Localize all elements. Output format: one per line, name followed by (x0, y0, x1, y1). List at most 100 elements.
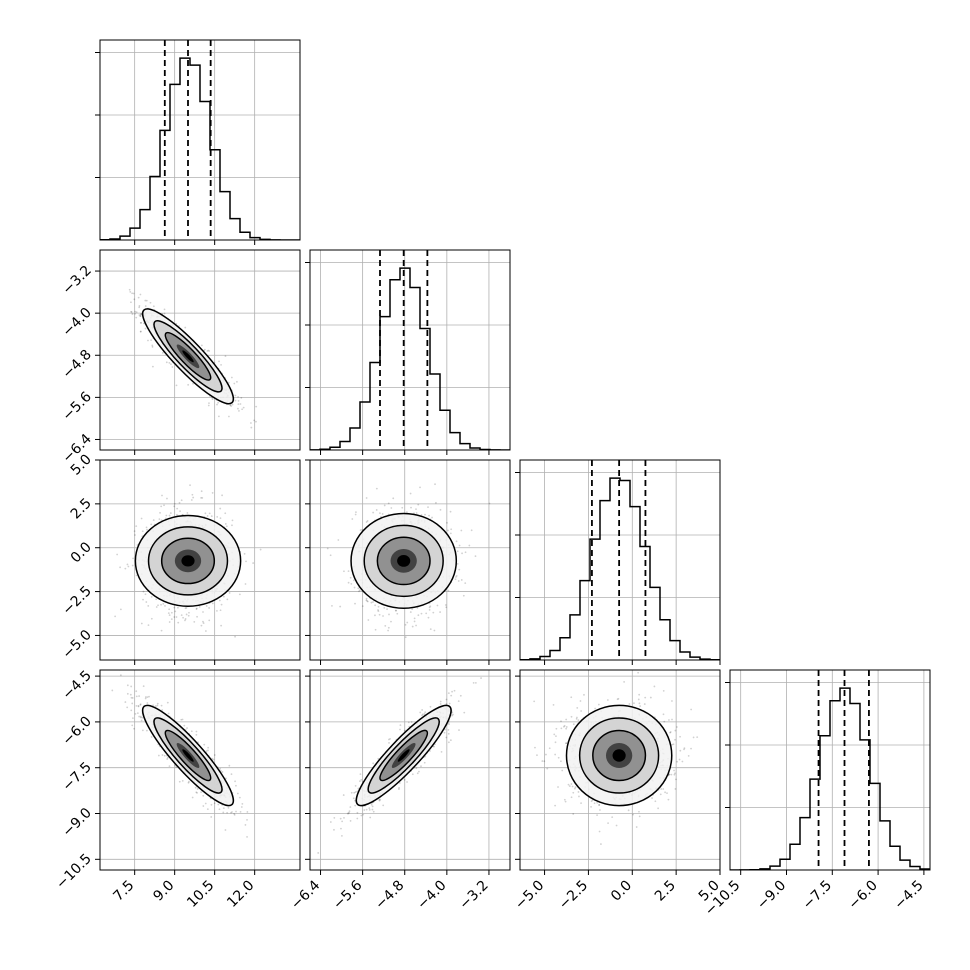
sample-point (130, 709, 133, 712)
sample-point (184, 619, 186, 622)
sample-point (329, 554, 332, 557)
y-tick-label: −5.6 (59, 389, 94, 424)
y-tick-label: −10.5 (53, 851, 95, 893)
sample-point (354, 791, 357, 793)
sample-point (163, 754, 166, 757)
sample-point (370, 601, 373, 604)
sample-point (458, 729, 460, 731)
sample-point (147, 624, 150, 627)
sample-point (168, 361, 171, 364)
sample-point (238, 410, 240, 412)
sample-point (204, 512, 207, 515)
sample-point (410, 506, 412, 509)
sample-point (155, 606, 158, 608)
sample-point (427, 506, 429, 509)
scatter-panel-1-0: −6.4−5.6−4.8−4.0−3.2 (59, 249, 301, 466)
sample-point (194, 786, 197, 789)
sample-point (129, 693, 132, 696)
sample-point (456, 550, 459, 553)
sample-point (144, 697, 147, 700)
sample-point (387, 502, 390, 505)
sample-point (131, 292, 133, 295)
sample-point (139, 716, 142, 719)
sample-point (126, 706, 129, 709)
sample-point (239, 403, 242, 405)
sample-point (420, 765, 422, 768)
density-peak (182, 749, 194, 762)
sample-point (180, 499, 183, 502)
sample-point (155, 598, 158, 601)
sample-point (653, 685, 656, 688)
sample-point (168, 614, 171, 617)
sample-point (202, 620, 204, 623)
histogram-line (310, 267, 510, 450)
sample-point (231, 519, 234, 522)
sample-point (252, 562, 255, 564)
sample-point (237, 407, 239, 410)
sample-point (131, 724, 134, 727)
sample-point (229, 404, 232, 407)
sample-point (372, 511, 375, 514)
sample-point (170, 363, 172, 366)
sample-point (460, 579, 463, 581)
sample-point (470, 529, 473, 532)
sample-point (142, 590, 145, 593)
sample-point (365, 808, 368, 811)
sample-point (458, 544, 461, 547)
sample-point (564, 800, 567, 803)
sample-point (156, 702, 159, 705)
sample-point (418, 770, 420, 773)
sample-point (217, 401, 219, 404)
sample-point (141, 716, 144, 719)
histogram-panel-1 (305, 249, 511, 455)
sample-point (439, 703, 442, 705)
sample-point (230, 811, 232, 814)
sample-point (226, 598, 229, 601)
sample-point (152, 704, 154, 707)
y-tick-label: −2.5 (59, 583, 94, 618)
sample-point (139, 715, 142, 718)
sample-point (170, 611, 173, 614)
sample-point (472, 681, 475, 684)
sample-point (448, 723, 450, 725)
sample-point (406, 781, 408, 783)
scatter-panel-2-0: −5.0−2.50.02.55.0 (59, 452, 301, 665)
sample-point (572, 813, 575, 815)
sample-point (236, 792, 239, 795)
sample-point (382, 615, 384, 617)
sample-point (674, 772, 676, 775)
sample-point (163, 312, 166, 315)
sample-point (354, 602, 356, 605)
sample-point (174, 610, 177, 613)
sample-point (358, 589, 361, 592)
sample-point (146, 729, 148, 732)
sample-point (196, 788, 199, 790)
sample-point (208, 619, 211, 622)
sample-point (346, 812, 349, 815)
sample-point (133, 727, 135, 730)
y-tick-label: −7.5 (59, 759, 94, 794)
sample-point (429, 628, 432, 631)
sample-point (354, 513, 357, 516)
sample-point (377, 610, 380, 613)
sample-point (361, 605, 364, 608)
sample-point (200, 624, 203, 627)
y-tick-label: −9.0 (59, 805, 94, 840)
sample-point (353, 791, 356, 794)
x-tick-label: 10.5 (184, 878, 217, 911)
sample-point (137, 705, 140, 707)
sample-point (359, 529, 362, 532)
sample-point (218, 808, 221, 811)
sample-point (192, 382, 194, 385)
sample-point (168, 514, 171, 517)
sample-point (548, 747, 551, 750)
sample-point (606, 699, 609, 701)
sample-point (195, 791, 198, 794)
sample-point (638, 702, 641, 705)
sample-point (146, 696, 149, 699)
sample-point (188, 780, 190, 783)
sample-point (399, 728, 401, 731)
sample-point (590, 805, 592, 808)
sample-point (222, 807, 225, 810)
sample-point (211, 492, 214, 494)
